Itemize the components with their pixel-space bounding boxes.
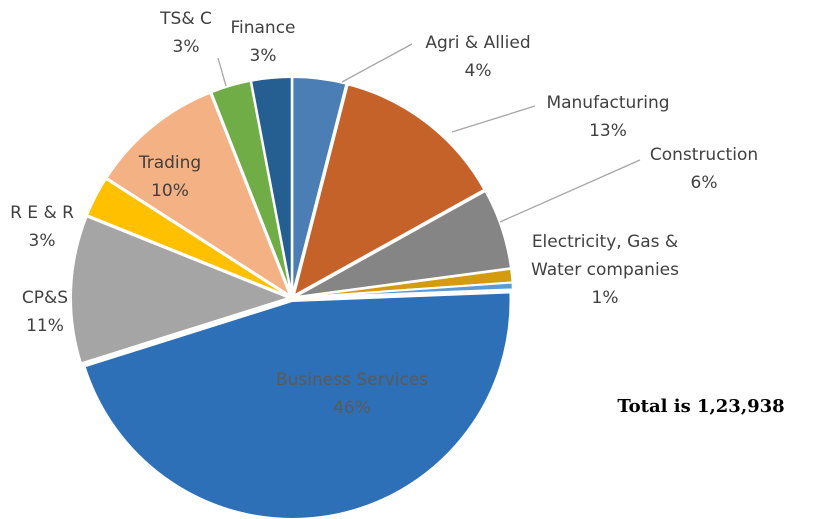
category-label: Trading — [138, 153, 202, 173]
category-label: Agri & Allied — [425, 33, 531, 53]
pie-slice — [70, 215, 292, 365]
slice-label: Construction 6% — [650, 141, 758, 197]
slice-label: Electricity, Gas & Water companies 1% — [510, 228, 700, 312]
total-annotation: Total is 1,23,938 — [617, 396, 785, 417]
value-label: 3% — [172, 37, 200, 57]
pie-slice — [85, 177, 290, 298]
pie-slice — [292, 83, 486, 298]
pie-slice — [105, 91, 293, 299]
value-label: 1% — [591, 288, 619, 308]
category-label: R E & R — [10, 203, 74, 223]
value-label: 46% — [333, 398, 371, 418]
pie-slice — [294, 281, 514, 299]
value-label: 11% — [26, 316, 64, 336]
value-label: 10% — [151, 181, 189, 201]
category-label: CP&S — [21, 288, 69, 308]
value-label: 6% — [690, 173, 718, 193]
value-label: 3% — [28, 231, 56, 251]
slice-label: CP&S 11% — [22, 284, 68, 340]
category-label: Manufacturing — [546, 93, 670, 113]
category-label: Electricity, Gas & Water companies — [531, 232, 679, 280]
slice-label: Trading 10% — [139, 149, 201, 205]
leader-line — [451, 105, 536, 133]
pie-slice — [83, 291, 512, 519]
slice-label: Manufacturing 13% — [546, 89, 669, 145]
pie-slice — [249, 76, 293, 296]
leader-line — [341, 43, 413, 83]
leader-line — [499, 159, 641, 223]
value-label: 4% — [464, 61, 492, 81]
slice-label: TS& C 3% — [160, 5, 212, 61]
slice-label: Finance 3% — [230, 14, 295, 70]
category-label: TS& C — [160, 9, 212, 29]
leader-line — [217, 57, 227, 87]
slice-label: Business Services 46% — [276, 366, 428, 422]
value-label: 13% — [589, 121, 627, 141]
category-label: Finance — [230, 18, 296, 38]
category-label: Business Services — [275, 370, 429, 390]
slice-label: R E & R 3% — [10, 199, 74, 255]
slice-label: Agri & Allied 4% — [425, 29, 530, 85]
value-label: 3% — [249, 46, 277, 66]
category-label: Construction — [649, 145, 759, 165]
